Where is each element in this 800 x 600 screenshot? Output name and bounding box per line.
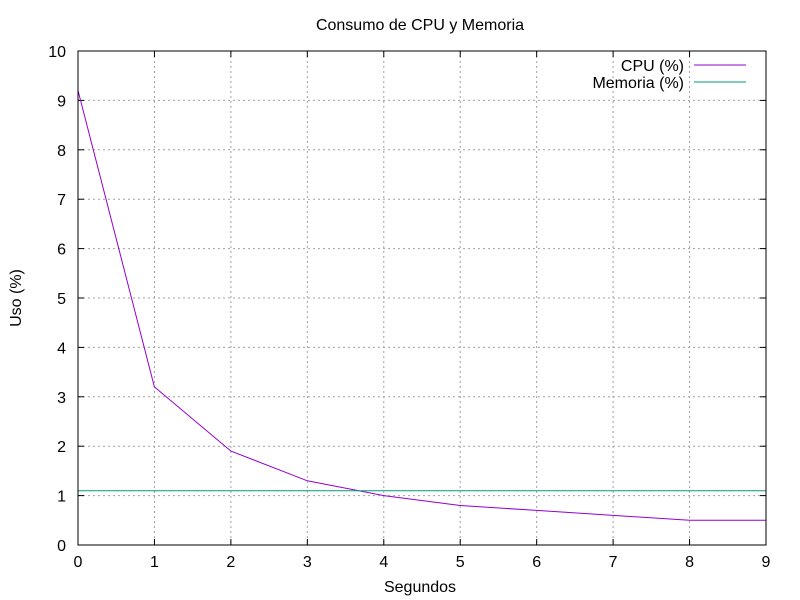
plot-frame xyxy=(77,50,767,546)
y-tick-label: 6 xyxy=(57,242,66,259)
y-tick-label: 9 xyxy=(57,93,66,110)
axis-ticks: 0 1 2 3 4 5 6 7 8 9 0 1 2 3 4 5 6 7 8 9 10 xyxy=(48,44,770,571)
grid-lines xyxy=(78,51,766,545)
y-tick-label: 1 xyxy=(57,489,66,506)
y-tick-label: 2 xyxy=(57,439,66,456)
series-layer xyxy=(77,90,767,521)
x-tick-label: 3 xyxy=(303,554,312,571)
x-tick-label: 2 xyxy=(226,554,235,571)
x-tick-label: 7 xyxy=(609,554,618,571)
x-tick-label: 6 xyxy=(532,554,541,571)
y-tick-label: 0 xyxy=(57,538,66,555)
legend-label: Memoria (%) xyxy=(592,75,684,92)
y-axis-label: Uso (%) xyxy=(8,269,25,327)
x-tick-label: 8 xyxy=(685,554,694,571)
y-tick-label: 10 xyxy=(48,44,66,61)
x-axis-label: Segundos xyxy=(384,579,456,596)
chart-title: Consumo de CPU y Memoria xyxy=(316,17,524,34)
legend: CPU (%)Memoria (%) xyxy=(592,58,746,92)
x-tick-label: 9 xyxy=(762,554,771,571)
x-tick-label: 5 xyxy=(456,554,465,571)
legend-label: CPU (%) xyxy=(621,58,684,75)
x-tick-label: 1 xyxy=(150,554,159,571)
y-tick-label: 3 xyxy=(57,390,66,407)
y-tick-label: 8 xyxy=(57,143,66,160)
y-tick-label: 7 xyxy=(57,192,66,209)
x-tick-label: 4 xyxy=(379,554,388,571)
x-tick-label: 0 xyxy=(74,554,83,571)
y-tick-label: 4 xyxy=(57,340,66,357)
series-line-cpu xyxy=(77,90,766,521)
y-tick-label: 5 xyxy=(57,291,66,308)
